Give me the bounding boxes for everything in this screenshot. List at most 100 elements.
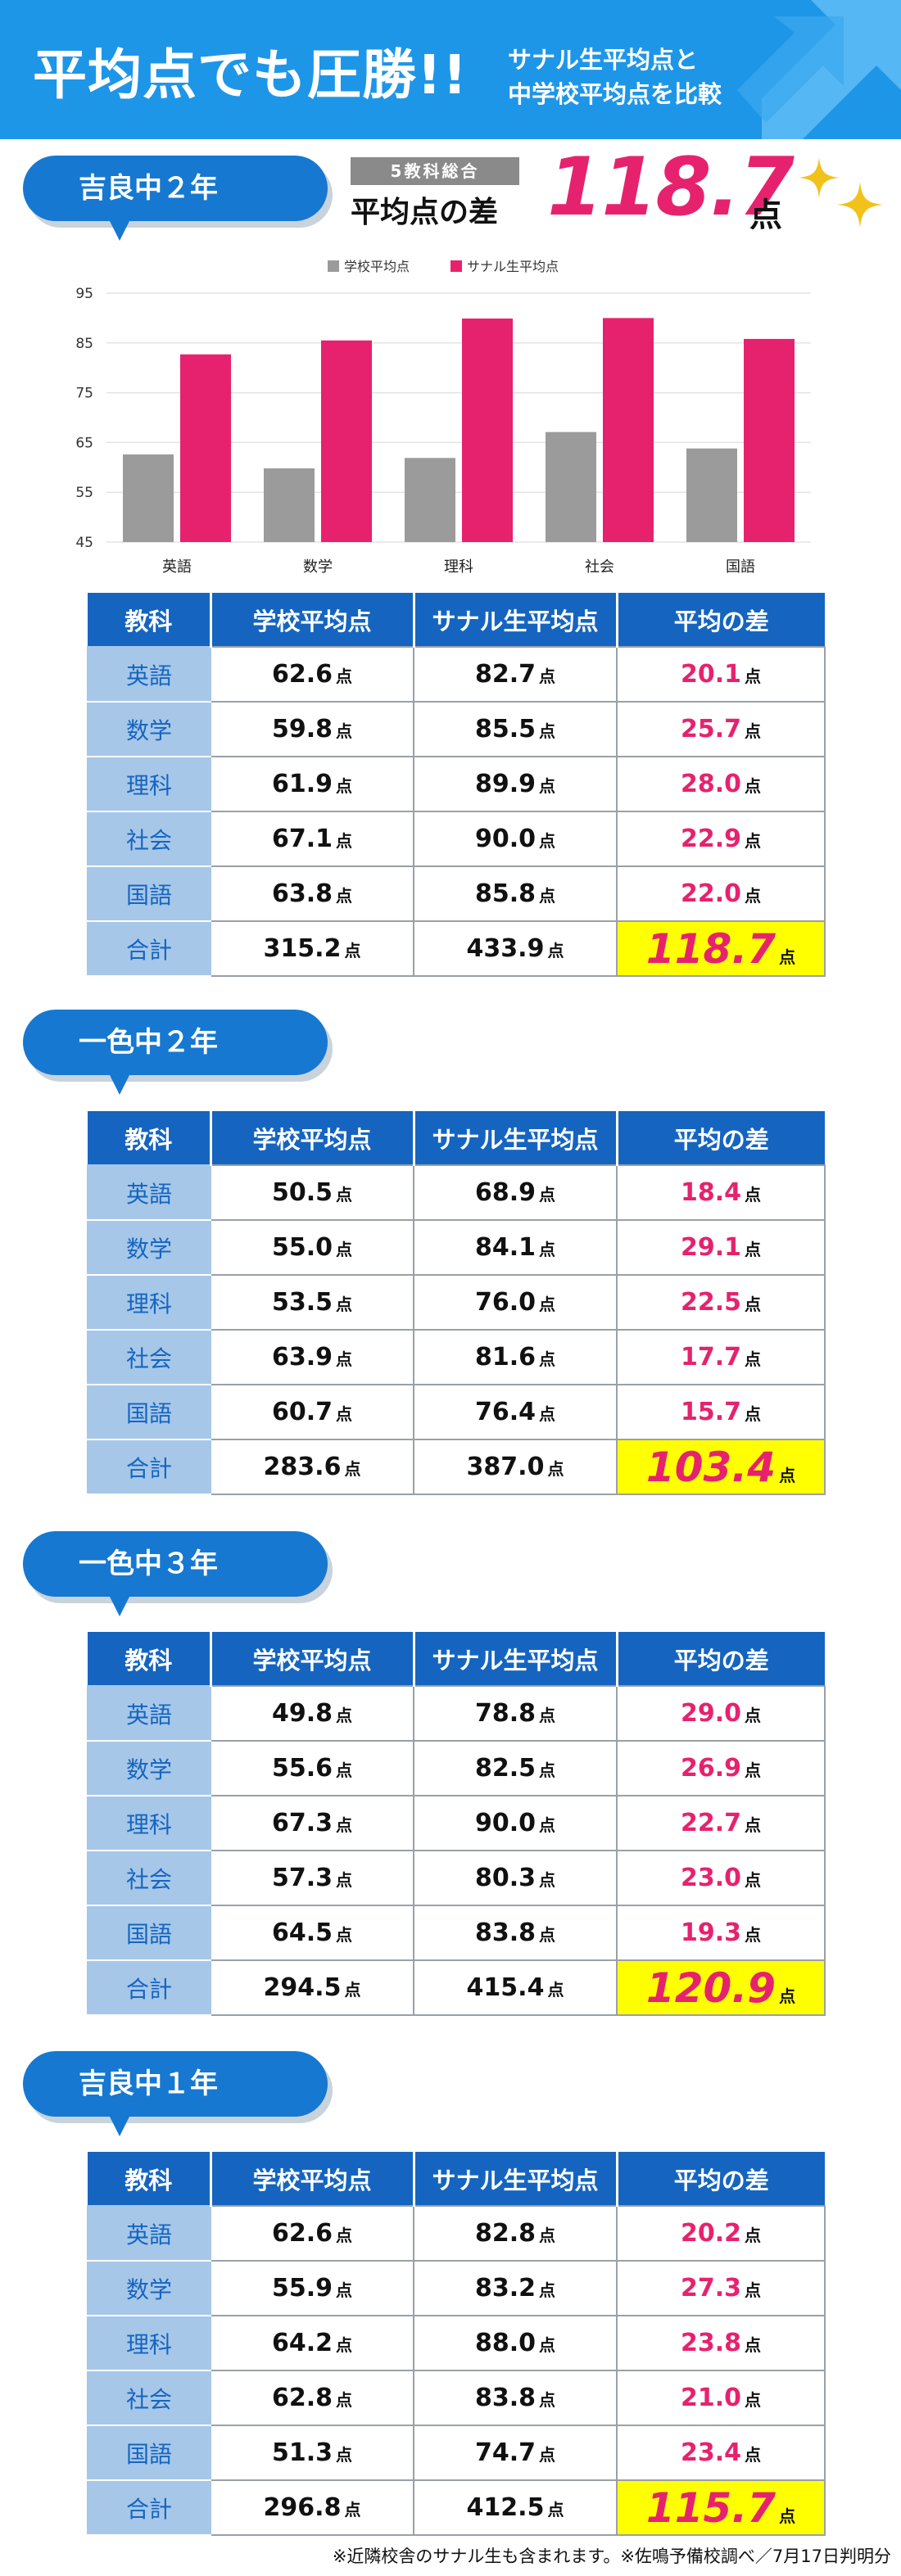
school-value: 63.8 [271,879,333,908]
diff-score-cell: 115.7 点 [616,2479,826,2536]
column-header: 平均の差 [615,593,825,647]
school-value: 63.9 [271,1343,333,1372]
unit-label: 点 [539,2335,556,2355]
unit-label: 点 [547,2500,564,2520]
school-value: 296.8 [263,2493,342,2522]
school-value: 283.6 [263,1453,342,1481]
subject-cell: 合計 [87,1439,211,1495]
diff-score-cell: 23.4 点 [616,2425,826,2481]
unit-label: 点 [779,947,796,967]
subject-cell: 国語 [87,1905,211,1961]
unit-label: 点 [779,1986,796,2006]
unit-label: 点 [336,2280,353,2300]
subject-cell: 国語 [87,865,211,922]
sanaru-value: 81.6 [474,1343,537,1372]
table-row: 国語 60.7 点 76.4 点 15.7 点 [87,1384,826,1440]
unit-label: 点 [336,1706,353,1725]
table-row: 英語 62.6 点 82.8 点 20.2 点 [87,2205,826,2262]
diff-value: 17.7 [680,1343,742,1372]
five-subject-tag: 5教科総合 [351,157,519,185]
x-tick-label: 数学 [303,558,333,576]
unit-label: 点 [745,1760,762,1780]
diff-value: 23.8 [680,2329,742,2357]
diff-value: 23.4 [680,2438,742,2467]
sanaru-score-cell: 387.0 点 [413,1439,618,1495]
school-bar [686,448,737,542]
y-tick-label: 95 [75,286,93,302]
unit-label: 点 [336,1185,353,1204]
diff-value: 115.7 [645,2483,776,2532]
column-header: サナル生平均点 [412,1632,617,1686]
unit-label: 点 [336,1295,353,1314]
unit-label: 点 [745,1870,762,1890]
unit-label: 点 [745,2280,762,2300]
unit-label: 点 [336,776,353,796]
diff-score-cell: 17.7 点 [616,1329,826,1385]
school-score-cell: 315.2 点 [210,920,414,977]
sanaru-value: 82.8 [474,2219,537,2248]
school-score-cell: 55.0 点 [210,1219,414,1276]
column-header: サナル生平均点 [412,593,617,647]
column-header: 学校平均点 [209,2152,414,2206]
subject-cell: 理科 [87,2315,211,2371]
unit-label: 点 [539,1349,556,1369]
sanaru-value: 82.7 [474,660,537,689]
school-value: 60.7 [271,1398,333,1426]
diff-value: 22.5 [680,1288,742,1317]
unit-label: 点 [539,1706,556,1725]
unit-label: 点 [336,1349,353,1369]
pill-tail [108,1593,131,1616]
diff-score-cell: 26.9 点 [616,1740,826,1796]
school-value: 62.6 [271,2219,333,2248]
subject-cell: 数学 [87,1740,211,1796]
school-value: 55.0 [271,1233,333,1262]
table-row: 国語 64.5 点 83.8 点 19.3 点 [87,1905,826,1961]
school-score-cell: 63.9 点 [210,1329,414,1385]
school-score-cell: 296.8 点 [210,2479,414,2536]
school-score-cell: 49.8 点 [210,1685,414,1742]
unit-label: 点 [539,1185,556,1204]
subject-cell: 英語 [87,646,211,703]
subject-cell: 英語 [87,1685,211,1742]
unit-label: 点 [745,1815,762,1835]
sanaru-score-cell: 74.7 点 [413,2425,618,2481]
sanaru-score-cell: 81.6 点 [413,1329,618,1385]
table-row: 国語 51.3 点 74.7 点 23.4 点 [87,2425,826,2481]
unit-label: 点 [336,667,353,686]
column-header: サナル生平均点 [412,2152,617,2206]
unit-label: 点 [336,1760,353,1780]
unit-label: 点 [745,1295,762,1314]
legend-swatch [328,260,339,272]
table-row: 理科 53.5 点 76.0 点 22.5 点 [87,1274,826,1331]
sanaru-score-cell: 83.8 点 [413,1905,618,1961]
diff-score-cell: 103.4 点 [616,1439,826,1495]
diff-score-cell: 22.9 点 [616,811,826,867]
table-header-row: 教科 学校平均点 サナル生平均点 平均の差 [88,1632,825,1686]
diff-score-cell: 22.5 点 [616,1274,826,1331]
pill-tail [108,1072,131,1095]
school-value: 59.8 [271,715,333,743]
diff-value: 25.7 [680,715,742,743]
subject-cell: 英語 [87,1164,211,1221]
sanaru-score-cell: 82.7 点 [413,646,618,703]
score-table: 教科 学校平均点 サナル生平均点 平均の差 英語 62.6 点 82.7 点 20.1 点数学 59.… [87,593,826,977]
diff-label: 平均点の差 [351,196,499,229]
school-score-cell: 59.8 点 [210,701,414,757]
unit-label: 点 [336,2390,353,2410]
school-value: 61.9 [271,770,333,798]
sanaru-bar [321,340,372,542]
column-header: 平均の差 [615,1111,825,1165]
unit-label: 点 [745,2335,762,2355]
unit-label: 点 [344,1459,361,1479]
diff-value: 22.9 [680,825,742,853]
sanaru-value: 412.5 [466,2493,545,2522]
sanaru-score-cell: 85.5 点 [413,701,618,757]
school-value: 51.3 [271,2438,333,2467]
sanaru-value: 387.0 [466,1453,545,1481]
unit-label: 点 [344,1980,361,2000]
unit-label: 点 [745,2390,762,2410]
school-score-cell: 57.3 点 [210,1850,414,1906]
school-score-cell: 61.9 点 [210,756,414,812]
diff-value: 20.2 [680,2219,742,2248]
diff-value: 23.0 [680,1864,742,1892]
